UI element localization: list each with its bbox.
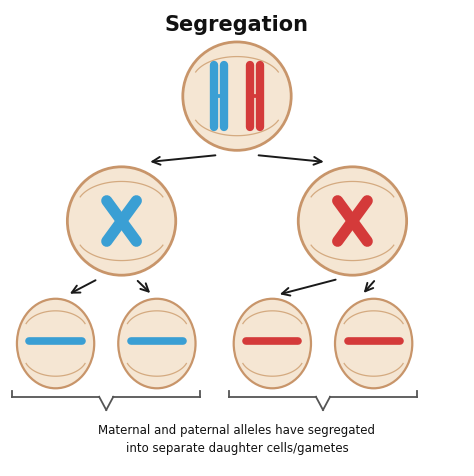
Text: Segregation: Segregation: [165, 15, 309, 35]
Ellipse shape: [234, 299, 311, 388]
Ellipse shape: [298, 168, 407, 276]
Ellipse shape: [17, 299, 94, 388]
Ellipse shape: [67, 168, 176, 276]
Ellipse shape: [118, 299, 196, 388]
Text: Maternal and paternal alleles have segregated: Maternal and paternal alleles have segre…: [99, 423, 375, 436]
Text: into separate daughter cells/gametes: into separate daughter cells/gametes: [126, 441, 348, 454]
Ellipse shape: [335, 299, 412, 388]
Ellipse shape: [183, 43, 291, 151]
